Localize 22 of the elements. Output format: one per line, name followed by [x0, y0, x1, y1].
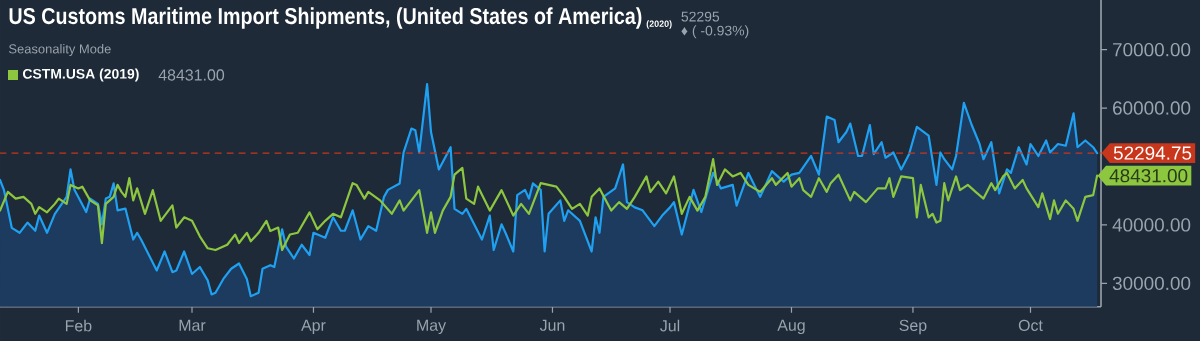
x-tick-label: Aug — [777, 319, 805, 335]
y-tick-label: 40000.00 — [1112, 218, 1191, 232]
x-tick-label: Mar — [179, 319, 206, 331]
x-tick-label: Jun — [539, 319, 565, 331]
ref-line-label: 52294.75 — [1113, 146, 1192, 160]
annotation: (2020) — [646, 20, 672, 29]
y-tick-label: 30000.00 — [1112, 276, 1191, 291]
text: Seasonality Mode — [9, 43, 111, 57]
legend-label: CSTM.USA (2019) — [22, 68, 139, 82]
y-tick-label: 60000.00 — [1113, 101, 1191, 115]
x-tick-label: Oct — [1018, 319, 1043, 332]
x-tick-label: Apr — [301, 319, 326, 335]
x-tick-label: Feb — [65, 319, 92, 332]
x-tick-label: Sep — [899, 319, 927, 335]
annotation: 52295 — [681, 11, 720, 22]
x-tick-label: Jul — [660, 319, 680, 332]
y-tick-label: 70000.00 — [1113, 42, 1191, 57]
annotation: 48431.00 — [1109, 168, 1188, 183]
chart-title: US Customs Maritime Import Shipments, (United States of America) — [9, 7, 642, 29]
x-tick-label: May — [417, 319, 447, 335]
annotation: ♦ ( -0.93%) — [681, 25, 749, 39]
annotation: 48431.00 — [158, 69, 225, 81]
